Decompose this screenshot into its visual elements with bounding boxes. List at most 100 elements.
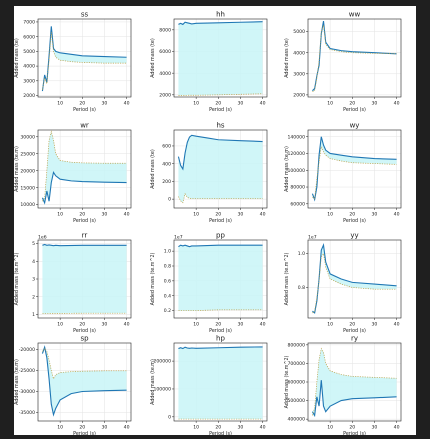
x-tick-label: 20 [79,322,85,328]
subplot-title: pp [216,232,225,240]
x-tick-label: 10 [193,322,199,328]
x-axis-label: Period (s) [343,218,366,224]
x-tick-label: 30 [237,322,243,328]
y-tick-label: 400 [162,161,171,167]
x-tick-label: 20 [349,101,355,107]
y-tick-label: 5 [32,241,35,247]
y-tick-label: 25000 [20,151,35,157]
y-tick-label: -20000 [19,347,35,353]
y-tick-label: 80000 [290,185,305,191]
y-axis-label: Added mass (te.m^2) [14,252,20,305]
x-tick-label: 40 [260,212,266,218]
x-axis-label: Period (s) [73,328,96,334]
y-tick-label: 140000 [287,134,305,140]
band-area [178,347,262,419]
x-tick-label: 40 [394,101,400,107]
y-tick-label: 0.4 [164,293,171,299]
subplot-title: ry [351,335,358,343]
x-tick-label: 20 [215,212,221,218]
x-axis-label: Period (s) [73,107,96,113]
x-axis-label: Period (s) [73,218,96,224]
x-tick-label: 10 [57,101,63,107]
y-tick-label: 200000 [153,359,171,365]
y-tick-label: 100000 [153,387,171,393]
y-tick-label: 3000 [23,78,35,84]
y-tick-label: 20000 [20,168,35,174]
y-axis-label: Added mass (te) [150,38,156,78]
y-axis-label: Added mass (te) [14,38,20,78]
subplot-title: wr [80,122,89,130]
y-axis-label: Added mass (te.m) [14,146,20,192]
x-tick-label: 30 [371,322,377,328]
y-tick-label: -30000 [19,389,35,395]
x-tick-label: 30 [101,101,107,107]
y-axis-label: Added mass (te.m) [284,146,290,192]
y-tick-label: 7000 [23,20,35,26]
x-tick-label: 40 [394,322,400,328]
band-area [178,22,262,96]
x-tick-label: 30 [371,212,377,218]
x-tick-label: 10 [327,322,333,328]
x-tick-label: 30 [101,425,107,431]
y-axis-label: Added mass (te.m^2) [284,355,290,408]
x-tick-label: 10 [57,322,63,328]
y-tick-label: 3 [32,277,35,283]
y-tick-label: 800000 [287,342,305,348]
y-tick-label: 600000 [287,380,305,386]
x-tick-label: 30 [101,212,107,218]
x-axis-label: Period (s) [209,218,232,224]
y-axis-label: Added mass (te.m) [150,359,156,405]
x-tick-label: 10 [327,212,333,218]
x-tick-label: 20 [79,425,85,431]
y-tick-label: 5000 [293,29,305,35]
x-axis-label: Period (s) [343,431,366,435]
y-tick-label: 1.0 [298,251,305,257]
y-tick-label: 15000 [20,185,35,191]
x-tick-label: 30 [237,425,243,431]
y-tick-label: 4000 [293,50,305,56]
y-tick-label: 0.2 [164,308,171,314]
y-tick-label: 2000 [293,92,305,98]
y-tick-label: 60000 [290,201,305,207]
x-tick-label: 20 [349,425,355,431]
subplot-title: hh [216,11,225,19]
y-tick-label: 600 [162,144,171,150]
y-tick-label: 0.8 [298,285,305,291]
y-axis-label: Added mass (te) [284,38,290,78]
x-tick-label: 40 [124,212,130,218]
y-tick-label: 6000 [159,49,171,55]
x-axis-label: Period (s) [209,107,232,113]
y-tick-label: 6000 [23,34,35,40]
y-axis-label: Added mass (te) [150,149,156,189]
y-tick-label: 3000 [293,71,305,77]
axis-multiplier: 1e7 [174,235,183,241]
band-area [42,244,126,313]
x-tick-label: 40 [260,322,266,328]
y-tick-label: 0.6 [164,278,171,284]
y-tick-label: 700000 [287,361,305,367]
x-axis-label: Period (s) [209,431,232,435]
x-tick-label: 10 [193,212,199,218]
x-tick-label: 10 [57,425,63,431]
y-tick-label: 10000 [20,202,35,208]
x-tick-label: 30 [237,101,243,107]
y-tick-label: 200 [162,179,171,185]
x-tick-label: 30 [237,212,243,218]
axis-multiplier: 1e7 [308,235,317,241]
y-tick-label: 500000 [287,398,305,404]
x-axis-label: Period (s) [73,431,96,435]
subplot-title: wy [350,122,360,130]
x-tick-label: 20 [215,101,221,107]
x-tick-label: 30 [101,322,107,328]
